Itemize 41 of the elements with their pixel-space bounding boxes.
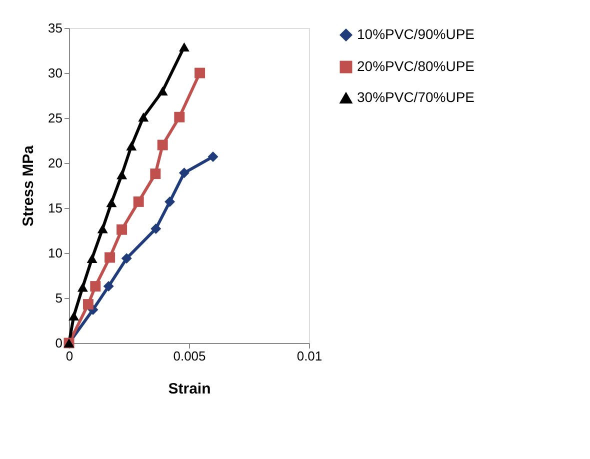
point [103, 281, 114, 292]
point [104, 252, 116, 263]
point [86, 254, 98, 263]
y-tick-label: 25 [48, 110, 62, 126]
point [157, 86, 168, 96]
y-tick-label: 15 [48, 200, 62, 216]
point [116, 170, 128, 180]
point [164, 196, 176, 207]
y-axis-title: Stress MPa [20, 144, 38, 226]
y-tick-label: 10 [48, 246, 62, 260]
y-tick-label: 30 [48, 66, 62, 80]
y-tick-label: 0 [55, 336, 62, 350]
x-axis-title: Strain [168, 380, 211, 398]
x-tick-label: 0 [66, 348, 74, 364]
point [208, 151, 218, 162]
point [150, 223, 162, 234]
legend-label: 10%PVC/90%UPE [357, 26, 475, 42]
y-tick-label: 5 [55, 290, 62, 306]
x-tick-label: 0.01 [296, 348, 322, 364]
point [97, 224, 108, 234]
point [116, 224, 128, 235]
point [138, 112, 149, 122]
point [90, 281, 101, 292]
point [178, 168, 190, 178]
point [106, 198, 117, 208]
legend-label: 30%PVC/70%UPE [357, 89, 475, 105]
point [150, 168, 161, 180]
point [77, 282, 88, 292]
point [121, 253, 132, 264]
point [157, 140, 168, 150]
point [82, 299, 94, 310]
y-tick-label: 35 [48, 20, 62, 36]
y-tick-label: 20 [48, 156, 62, 170]
point [133, 196, 144, 207]
point [68, 311, 80, 321]
point [126, 141, 137, 150]
point [194, 68, 206, 78]
legend-label: 20%PVC/80%UPE [357, 58, 475, 74]
x-tick-label: 0.005 [173, 348, 206, 364]
point [178, 42, 190, 52]
point [174, 112, 185, 122]
